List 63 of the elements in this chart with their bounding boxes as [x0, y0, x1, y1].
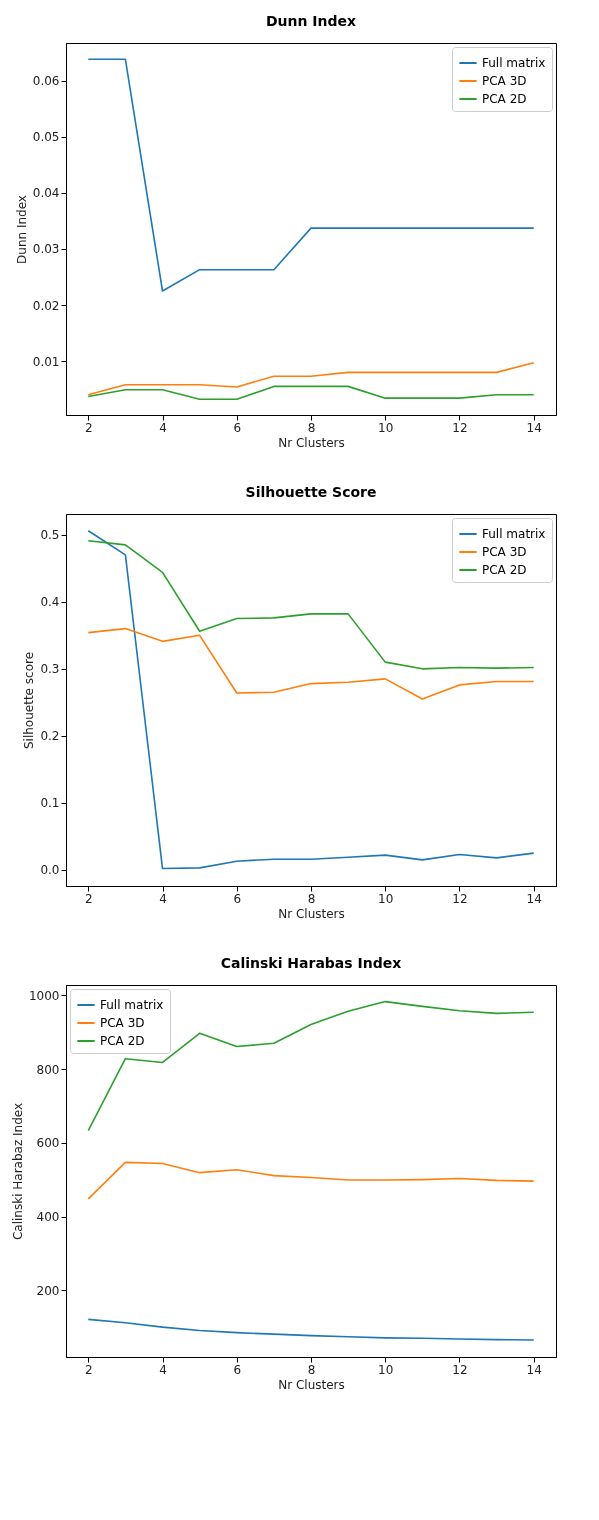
- y-tick-label: 0.04: [32, 186, 60, 201]
- legend-label: PCA 2D: [100, 1034, 145, 1048]
- y-tick-label: 0.5: [40, 528, 60, 543]
- chart-title: Calinski Harabas Index: [220, 955, 402, 971]
- x-tick-label: 14: [526, 1362, 542, 1377]
- line-series: [87, 540, 535, 670]
- x-axis-title: Nr Clusters: [278, 1377, 345, 1392]
- y-axis-title: Silhouette score: [22, 651, 37, 750]
- y-tick-label: 200: [36, 1283, 60, 1298]
- y-tick-label: 1000: [28, 988, 60, 1003]
- chart-title: Silhouette Score: [245, 484, 377, 500]
- line-series: [87, 1000, 535, 1132]
- x-tick-label: 10: [378, 420, 394, 435]
- x-axis-title: Nr Clusters: [278, 435, 345, 450]
- y-tick-label: 0.05: [32, 130, 60, 145]
- x-tick-label: 6: [233, 891, 242, 906]
- x-tick-label: 12: [452, 891, 468, 906]
- legend-label: Full matrix: [482, 56, 546, 70]
- x-tick-label: 6: [233, 1362, 242, 1377]
- x-tick-label: 14: [526, 420, 542, 435]
- x-tick-label: 8: [307, 891, 316, 906]
- y-tick-label: 0.02: [32, 298, 60, 313]
- y-tick-label: 400: [36, 1210, 60, 1225]
- legend-label: PCA 3D: [482, 74, 527, 88]
- legend-label: PCA 2D: [482, 563, 527, 577]
- x-tick-label: 8: [307, 1362, 316, 1377]
- y-tick-label: 600: [36, 1136, 60, 1151]
- x-tick-label: 12: [452, 420, 468, 435]
- x-tick-label: 6: [233, 420, 242, 435]
- x-tick-label: 10: [378, 1362, 394, 1377]
- y-tick-label: 0.1: [40, 796, 60, 811]
- y-tick-label: 0.03: [32, 242, 60, 257]
- x-tick-label: 2: [84, 420, 93, 435]
- y-tick-label: 0.06: [32, 74, 60, 89]
- y-tick-label: 0.4: [40, 595, 60, 610]
- legend-label: PCA 2D: [482, 92, 527, 106]
- legend-label: PCA 3D: [482, 545, 527, 559]
- legend-label: Full matrix: [100, 998, 164, 1012]
- line-series: [87, 362, 535, 396]
- line-series: [87, 385, 535, 401]
- y-tick-label: 0.01: [32, 354, 60, 369]
- x-tick-label: 10: [378, 891, 394, 906]
- x-tick-label: 2: [84, 891, 93, 906]
- line-series: [87, 1161, 535, 1200]
- line-series: [87, 627, 535, 700]
- y-tick-label: 0.0: [40, 863, 60, 878]
- legend-label: PCA 3D: [100, 1016, 145, 1030]
- x-tick-label: 8: [307, 420, 316, 435]
- x-tick-label: 4: [159, 420, 167, 435]
- line-series: [87, 1318, 535, 1341]
- x-tick-label: 14: [526, 891, 542, 906]
- y-tick-label: 0.3: [40, 662, 60, 677]
- y-tick-label: 800: [36, 1062, 60, 1077]
- x-tick-label: 4: [159, 1362, 167, 1377]
- y-axis-title: Calinski Harabaz Index: [10, 1102, 25, 1241]
- legend-label: Full matrix: [482, 527, 546, 541]
- x-tick-label: 4: [159, 891, 167, 906]
- x-tick-label: 2: [84, 1362, 93, 1377]
- x-axis-title: Nr Clusters: [278, 906, 345, 921]
- chart-title: Dunn Index: [265, 13, 357, 29]
- y-tick-label: 0.2: [40, 729, 60, 744]
- x-tick-label: 12: [452, 1362, 468, 1377]
- y-axis-title: Dunn Index: [14, 195, 29, 264]
